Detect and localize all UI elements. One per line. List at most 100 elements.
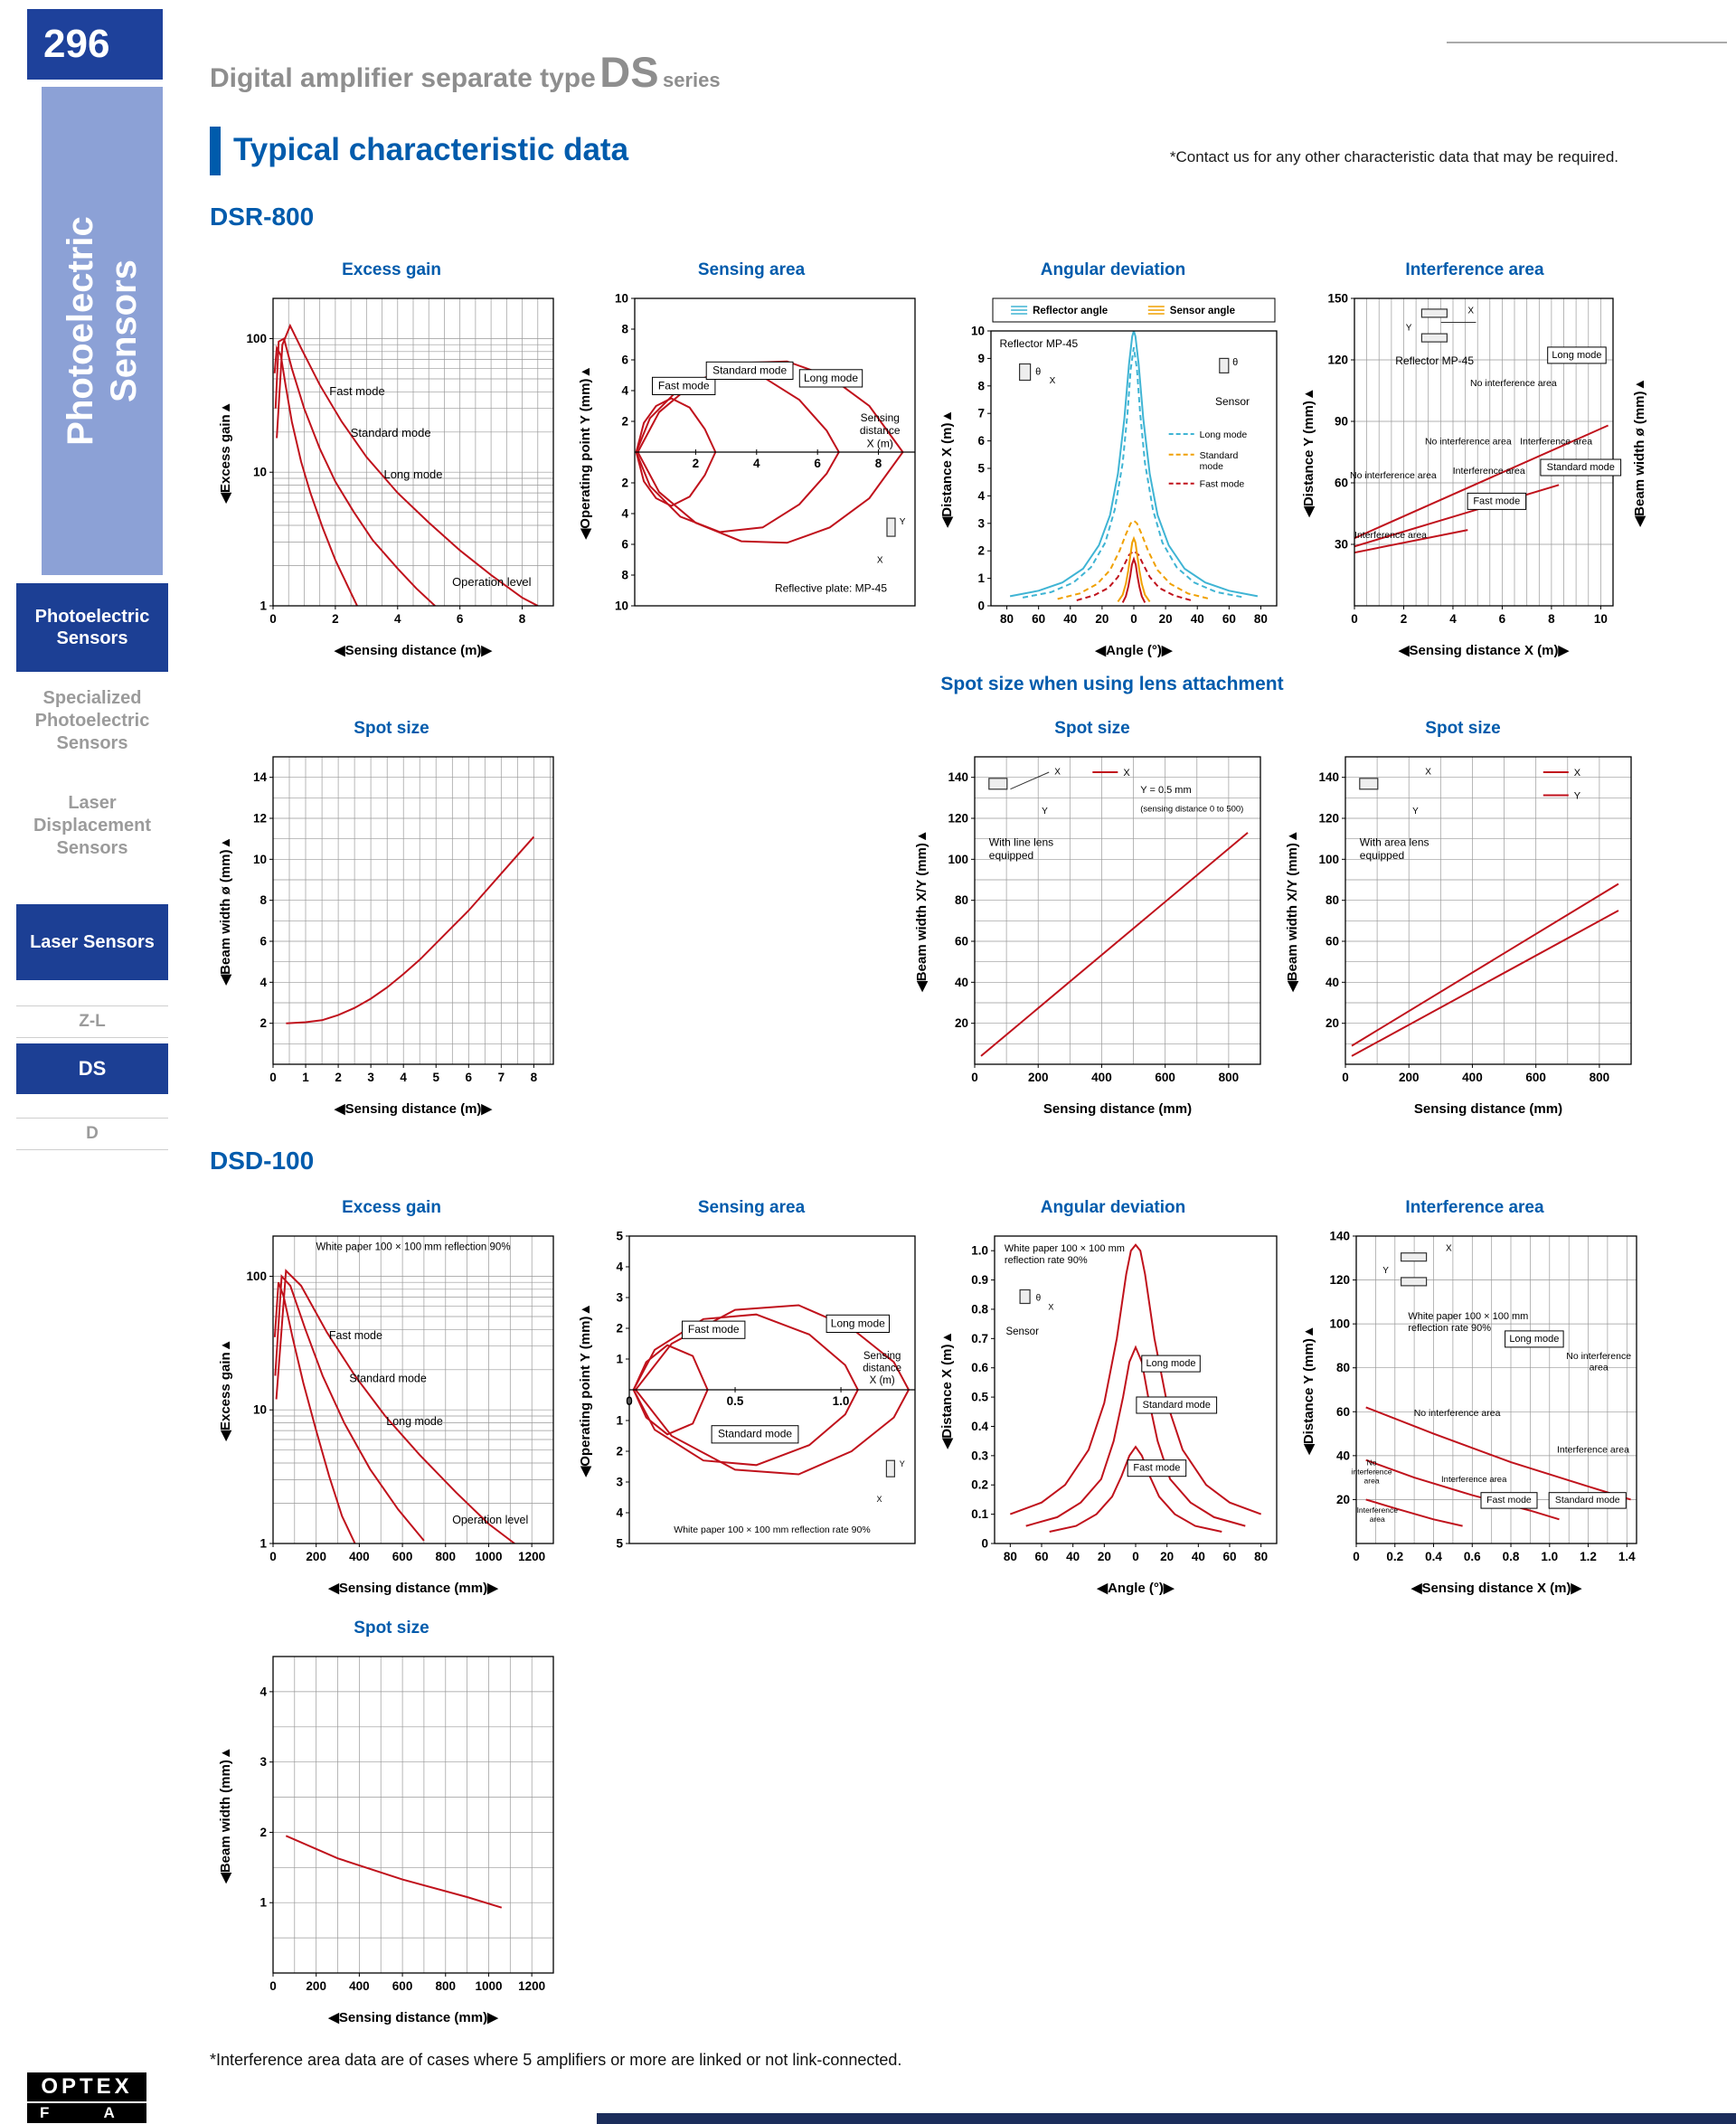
svg-text:Y: Y bbox=[1574, 791, 1581, 802]
svg-text:Fast mode: Fast mode bbox=[1200, 479, 1245, 490]
svg-text:4: 4 bbox=[616, 1506, 623, 1520]
svg-text:0.7: 0.7 bbox=[971, 1332, 988, 1345]
chart-canvas: 0 200 400 600 800 1000 1200 1 2 3 4 ◀Sensing distan… bbox=[218, 1656, 554, 2025]
svg-text:2: 2 bbox=[1401, 612, 1408, 626]
svg-text:1: 1 bbox=[302, 1071, 309, 1084]
sidebar-item-ds[interactable]: DS bbox=[16, 1043, 168, 1094]
svg-text:6: 6 bbox=[621, 538, 628, 552]
svg-text:200: 200 bbox=[1028, 1071, 1049, 1084]
svg-text:12: 12 bbox=[253, 812, 267, 826]
chart-canvas: 0 0.2 0.4 0.6 0.8 1.0 1.2 1.4 20 40 60 80 100 120 140 ◀… bbox=[1301, 1230, 1637, 1596]
chart-canvas: 80 60 40 20 0 20 40 60 80 0 0.1 0.2 0.3 0.4 0.5 0.6 0.7 0… bbox=[939, 1235, 1278, 1596]
chart-dsd100-angular-deviation: Angular deviation 80 60 40 20 0 20 40 60 80 0 0.1 0.… bbox=[937, 1198, 1289, 1606]
svg-text:0.3: 0.3 bbox=[971, 1449, 988, 1462]
svg-text:interference: interference bbox=[1352, 1467, 1392, 1476]
sidebar-item-specialized-photoelectric-sensors[interactable]: Specialized Photoelectric Sensors bbox=[16, 687, 168, 755]
svg-text:◀Beam width X/Y (mm)▲: ◀Beam width X/Y (mm)▲ bbox=[914, 829, 929, 992]
chart-title: Interference area bbox=[1405, 1198, 1544, 1217]
svg-text:1: 1 bbox=[259, 1896, 267, 1910]
chart-canvas: 0 2 4 6 8 1 10 100 ◀Sensing distance (m)▶ ◀Excess… bbox=[218, 297, 554, 658]
svg-text:Y: Y bbox=[900, 517, 906, 527]
svg-text:equipped: equipped bbox=[1360, 849, 1404, 862]
svg-text:Long mode: Long mode bbox=[383, 467, 442, 481]
svg-text:Fast mode: Fast mode bbox=[329, 1329, 382, 1342]
svg-text:Long mode: Long mode bbox=[1146, 1358, 1195, 1369]
optex-fa-logo: OPTEX F A bbox=[27, 2072, 146, 2123]
svg-text:0.4: 0.4 bbox=[971, 1420, 988, 1433]
svg-text:80: 80 bbox=[1004, 1550, 1017, 1563]
svg-text:No interference area: No interference area bbox=[1425, 437, 1512, 448]
svg-text:Interference area: Interference area bbox=[1441, 1475, 1507, 1485]
svg-text:X: X bbox=[877, 555, 883, 565]
svg-text:distance: distance bbox=[860, 424, 901, 437]
svg-text:White paper 100 × 100 mm refle: White paper 100 × 100 mm reflection 90% bbox=[316, 1241, 510, 1252]
sidebar-item-laser-displacement-sensors[interactable]: Laser Displacement Sensors bbox=[16, 792, 168, 860]
svg-text:Standard mode: Standard mode bbox=[1547, 462, 1615, 473]
svg-text:400: 400 bbox=[1091, 1071, 1112, 1084]
svg-text:Reflector MP-45: Reflector MP-45 bbox=[1395, 354, 1474, 367]
series-code: DS bbox=[599, 48, 659, 96]
chart-title: Excess gain bbox=[342, 1198, 441, 1217]
svg-text:area: area bbox=[1370, 1515, 1385, 1524]
svg-text:100: 100 bbox=[246, 1270, 267, 1283]
chart-dsd100-spot-size: Spot size 0 200 400 600 800 1000 1200 1 2 3 4 ◀Sensi… bbox=[215, 1619, 568, 2035]
sidebar-item-zl[interactable]: Z-L bbox=[16, 1005, 168, 1038]
bottom-rule-bar bbox=[597, 2113, 1736, 2124]
sidebar-item-laser-sensors[interactable]: Laser Sensors bbox=[16, 904, 168, 980]
svg-text:60: 60 bbox=[1336, 1405, 1350, 1419]
svg-text:140: 140 bbox=[948, 770, 968, 784]
svg-text:8: 8 bbox=[259, 893, 267, 907]
svg-text:1000: 1000 bbox=[475, 1550, 502, 1563]
section-heading-dsr800: DSR-800 bbox=[210, 203, 315, 231]
svg-text:◀Sensing distance X (m)▶: ◀Sensing distance X (m)▶ bbox=[1398, 643, 1571, 658]
svg-text:Long mode: Long mode bbox=[1509, 1334, 1559, 1345]
svg-text:Reflector angle: Reflector angle bbox=[1033, 306, 1108, 316]
svg-text:With line lens: With line lens bbox=[989, 836, 1053, 849]
svg-text:400: 400 bbox=[1462, 1071, 1483, 1084]
page-number-box: 296 bbox=[27, 9, 163, 80]
svg-text:0.2: 0.2 bbox=[1386, 1550, 1403, 1563]
svg-text:4: 4 bbox=[400, 1071, 407, 1084]
svg-text:area: area bbox=[1364, 1476, 1380, 1485]
chart-title: Spot size bbox=[1425, 719, 1501, 738]
svg-text:White paper 100 × 100 mm: White paper 100 × 100 mm bbox=[1005, 1243, 1125, 1254]
chart-canvas: 0 2 4 6 8 10 30 60 90 120 150 ◀Sensing distance X (… bbox=[1301, 292, 1647, 659]
svg-text:60: 60 bbox=[1222, 1550, 1236, 1563]
svg-text:2: 2 bbox=[335, 1071, 342, 1084]
svg-text:800: 800 bbox=[436, 1979, 457, 1993]
chart-canvas: 0 200 400 600 800 20 40 60 80 100 120 140 Sensing di… bbox=[1285, 756, 1632, 1117]
svg-text:4: 4 bbox=[259, 1685, 267, 1698]
svg-text:1: 1 bbox=[977, 571, 985, 585]
svg-text:Fast mode: Fast mode bbox=[688, 1323, 740, 1336]
svg-text:◀Angle (°)▶: ◀Angle (°)▶ bbox=[1095, 643, 1174, 658]
sidebar-item-d[interactable]: D bbox=[16, 1118, 168, 1150]
svg-text:0: 0 bbox=[977, 599, 985, 613]
svg-text:Fast mode: Fast mode bbox=[329, 384, 384, 398]
svg-text:20: 20 bbox=[1160, 1550, 1174, 1563]
sidebar-item-photoelectric-sensors[interactable]: Photoelectric Sensors bbox=[16, 583, 168, 672]
svg-text:0.2: 0.2 bbox=[971, 1478, 988, 1492]
svg-text:2: 2 bbox=[621, 415, 628, 429]
svg-text:3: 3 bbox=[367, 1071, 374, 1084]
svg-text:4: 4 bbox=[621, 507, 628, 521]
lens-attachment-heading: Spot size when using lens attachment bbox=[940, 674, 1284, 694]
sidebar-item-label: Z-L bbox=[79, 1012, 106, 1031]
series-prefix: Digital amplifier separate type bbox=[210, 63, 596, 93]
svg-text:Sensor: Sensor bbox=[1005, 1326, 1039, 1337]
svg-text:X: X bbox=[1123, 768, 1130, 779]
svg-text:120: 120 bbox=[1318, 812, 1339, 826]
svg-text:80: 80 bbox=[955, 893, 968, 907]
svg-text:600: 600 bbox=[1525, 1071, 1546, 1084]
svg-text:140: 140 bbox=[1318, 770, 1339, 784]
svg-text:60: 60 bbox=[1335, 477, 1348, 490]
svg-text:Sensing distance (mm): Sensing distance (mm) bbox=[1414, 1101, 1562, 1117]
chart-title: Excess gain bbox=[342, 260, 441, 279]
svg-text:area: area bbox=[1590, 1362, 1609, 1373]
svg-text:120: 120 bbox=[1327, 354, 1348, 367]
svg-text:Sensor: Sensor bbox=[1215, 395, 1250, 408]
svg-text:Long mode: Long mode bbox=[1552, 350, 1601, 361]
svg-text:6: 6 bbox=[621, 354, 628, 367]
svg-text:4: 4 bbox=[621, 384, 628, 398]
svg-text:4: 4 bbox=[977, 489, 985, 503]
